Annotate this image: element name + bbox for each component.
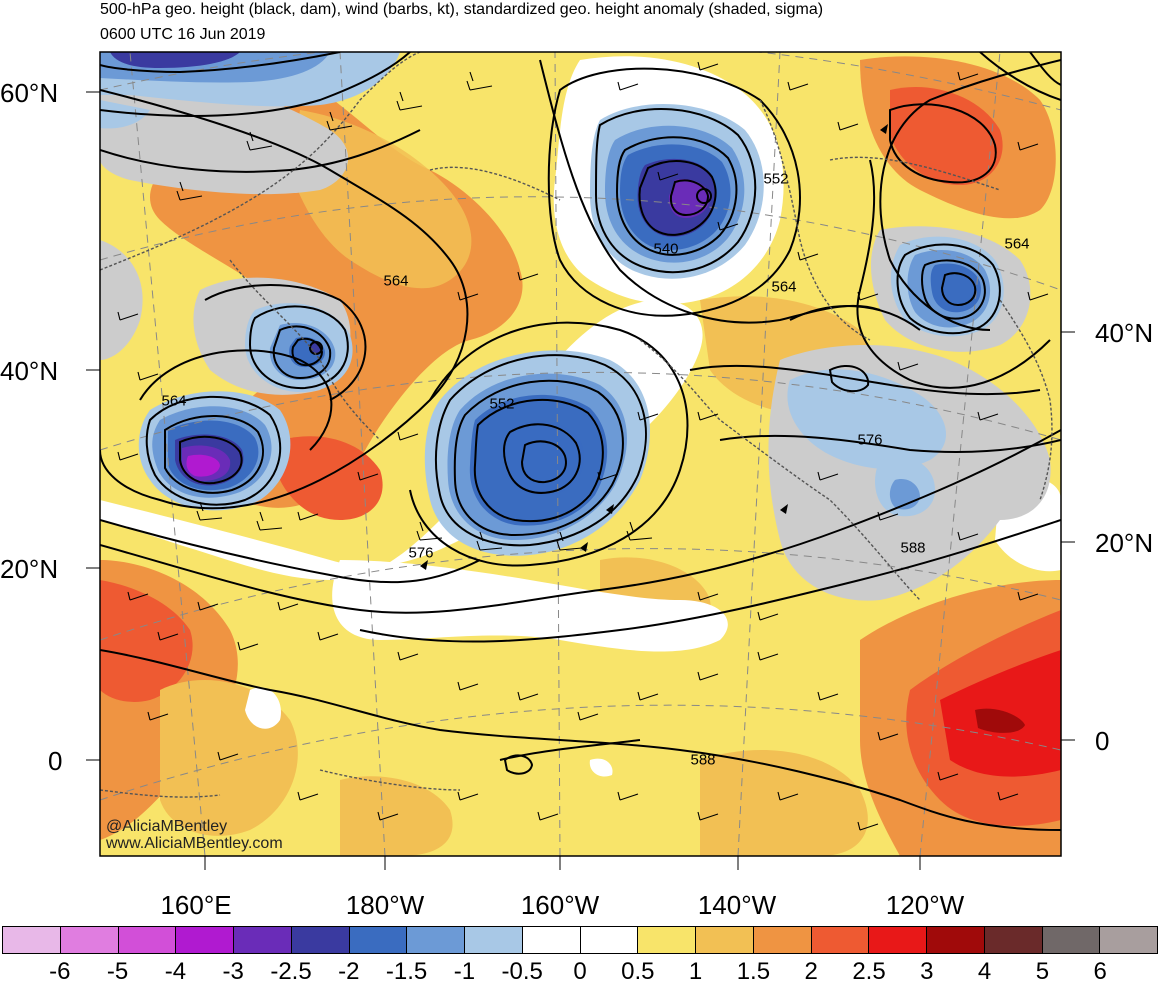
contour-label: 588 [690, 751, 716, 769]
colorbar-tick-label: 6 [1093, 958, 1107, 985]
colorbar-swatch [60, 927, 119, 953]
colorbar-tick-label: -6 [49, 958, 71, 985]
colorbar-swatch [465, 927, 523, 953]
colorbar-swatch [638, 927, 696, 953]
lon-label: 160°W [520, 890, 600, 920]
colorbar-swatch [176, 927, 234, 953]
contour-label: 552 [489, 395, 515, 413]
colorbar-tick-label: -5 [106, 958, 129, 985]
colorbar-swatch [3, 927, 61, 953]
colorbar-tick-label: 1 [688, 958, 703, 985]
lon-label: 120°W [885, 890, 965, 920]
colorbar [2, 926, 1158, 954]
colorbar-swatch [1042, 927, 1101, 953]
coastline-icon [100, 52, 1053, 798]
colorbar-tick-label: -2 [338, 958, 360, 985]
contour-label: 540 [653, 240, 679, 258]
colorbar-swatch [118, 927, 177, 953]
axis-ticks [86, 91, 1075, 870]
lat-label-left: 0 [48, 746, 63, 776]
colorbar-tick-label: -0.5 [501, 958, 543, 985]
contour-label: 564 [161, 392, 187, 410]
colorbar-swatch [696, 927, 754, 953]
colorbar-tick-label: 1.5 [736, 958, 771, 985]
contour-label: 564 [383, 272, 409, 290]
colorbar-swatch [811, 927, 870, 953]
colorbar-swatch [869, 927, 927, 953]
contour-label: 564 [1004, 235, 1030, 253]
lon-label: 140°W [697, 890, 777, 920]
contour-label: 576 [857, 431, 883, 449]
colorbar-tick-label: 2 [804, 958, 818, 985]
contour-label: 588 [900, 539, 926, 557]
colorbar-swatch [580, 927, 639, 953]
colorbar-swatch [234, 927, 292, 953]
colorbar-tick-label: 2.5 [852, 958, 886, 985]
wind-barb-icon [117, 61, 1049, 831]
colorbar-swatch [927, 927, 985, 953]
credit-website: www.AliciaMBentley.com [106, 835, 283, 852]
colorbar-tick-label: -2.5 [270, 958, 312, 985]
colorbar-swatch [349, 927, 408, 953]
colorbar-tick-label: -1 [453, 958, 476, 985]
lat-label-left: 20°N [0, 554, 59, 584]
negative-anomaly-shading [100, 52, 1004, 556]
lat-label-right: 20°N [1095, 528, 1154, 558]
height-contours [100, 52, 1061, 831]
colorbar-swatch [1100, 927, 1157, 953]
colorbar-tick-label: 4 [977, 958, 992, 985]
colorbar-swatch [522, 927, 581, 953]
colorbar-swatch [753, 927, 812, 953]
colorbar-tick-label: -3 [222, 958, 244, 985]
colorbar-tick-label: 5 [1035, 958, 1050, 985]
lat-label-right: 0 [1095, 726, 1110, 756]
colorbar-tick-label: 0 [573, 958, 587, 985]
colorbar-tick-label: 3 [920, 958, 934, 985]
colorbar-tick-label: 0.5 [621, 958, 655, 985]
lat-label-left: 40°N [0, 356, 59, 386]
contour-label: 576 [408, 544, 434, 562]
plot-frame [99, 51, 1062, 857]
map-title: 500-hPa geo. height (black, dam), wind (… [100, 1, 824, 18]
lat-label-right: 40°N [1095, 318, 1154, 348]
colorbar-swatch [407, 927, 465, 953]
colorbar-swatch [984, 927, 1043, 953]
contour-marker-icons [420, 124, 888, 570]
lat-label-left: 60°N [0, 78, 59, 108]
valid-time: 0600 UTC 16 Jun 2019 [100, 26, 266, 43]
contour-label: 552 [763, 170, 789, 188]
lon-label: 160°E [160, 890, 232, 920]
contour-label: 564 [771, 278, 797, 296]
lon-label: 180°W [345, 890, 425, 920]
colorbar-tick-label: -1.5 [385, 958, 428, 985]
colorbar-tick-label: -4 [164, 958, 187, 985]
colorbar-swatch [291, 927, 350, 953]
credit-handle: @AliciaMBentley [106, 818, 228, 835]
